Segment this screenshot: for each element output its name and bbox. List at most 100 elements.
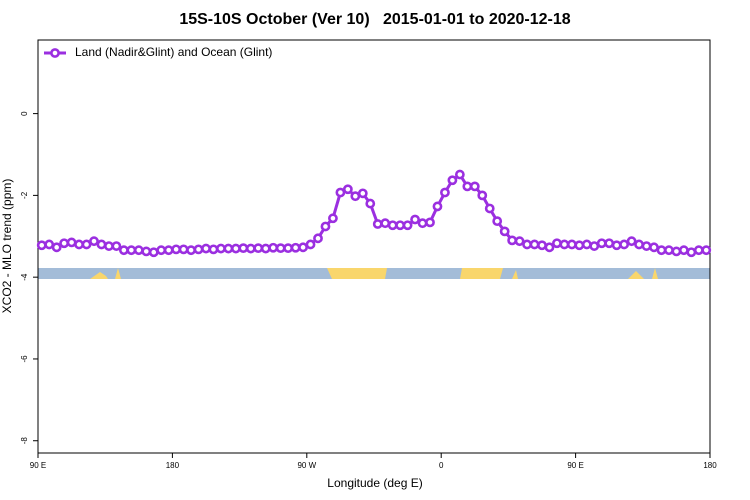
x-axis-label: Longitude (deg E) <box>327 476 422 490</box>
y-tick-label: 0 <box>20 111 29 116</box>
data-point <box>335 187 346 198</box>
data-point <box>581 239 592 250</box>
data-point <box>469 181 480 192</box>
data-point <box>163 245 174 256</box>
data-point <box>596 238 607 249</box>
data-point <box>417 218 428 229</box>
data-point <box>619 239 630 250</box>
data-point <box>268 242 279 253</box>
land <box>460 268 503 279</box>
y-tick-label: -2 <box>20 191 29 199</box>
x-tick-label: 90 W <box>297 461 316 470</box>
data-point <box>664 245 674 256</box>
land <box>115 268 121 279</box>
data-point <box>574 240 585 251</box>
data-point <box>678 245 689 256</box>
data-point <box>104 241 114 251</box>
data-point <box>223 243 234 254</box>
data-point <box>641 241 652 251</box>
data-point <box>342 184 353 195</box>
data-point <box>193 244 204 255</box>
data-point <box>260 243 271 254</box>
land <box>90 272 108 279</box>
data-point <box>283 243 294 254</box>
land <box>327 268 387 279</box>
data-point <box>522 239 532 250</box>
data-point <box>552 238 562 249</box>
data-point <box>537 240 547 251</box>
legend-marker <box>50 48 60 58</box>
data-point <box>357 188 368 199</box>
data-point <box>410 214 420 225</box>
data-point <box>156 245 167 256</box>
y-tick-label: -8 <box>20 437 29 445</box>
data-point <box>81 239 92 250</box>
data-point <box>559 239 570 250</box>
data-point <box>365 198 376 209</box>
data-point <box>178 244 189 255</box>
data-point <box>507 235 518 246</box>
data-point <box>201 243 211 254</box>
data-point <box>514 236 525 247</box>
data-point <box>484 203 495 214</box>
data-point <box>544 242 555 253</box>
x-tick-label: 180 <box>703 461 717 470</box>
data-point <box>216 243 226 254</box>
data-point <box>141 246 152 257</box>
data-point <box>686 247 697 258</box>
data-point <box>133 245 144 256</box>
chart-title: 15S-10S October (Ver 10) 2015-01-01 to 2… <box>179 11 570 28</box>
data-point <box>649 242 659 253</box>
data-point <box>402 220 413 231</box>
data-point <box>290 242 301 253</box>
data-point <box>298 242 308 253</box>
data-point <box>66 237 77 248</box>
data-point <box>313 233 323 244</box>
data-point <box>171 244 182 255</box>
data-point <box>230 243 241 254</box>
data-point <box>701 245 712 256</box>
x-tick-label: 0 <box>439 461 444 470</box>
data-point <box>432 201 443 212</box>
data-point <box>477 190 488 201</box>
x-tick-label: 90 E <box>567 461 583 470</box>
data-point <box>186 245 196 256</box>
y-tick-label: -4 <box>20 273 29 281</box>
data-point <box>634 239 644 250</box>
x-tick-label: 90 E <box>30 461 46 470</box>
data-point <box>656 245 667 256</box>
land <box>652 268 658 279</box>
data-point <box>89 236 99 247</box>
legend-label: Land (Nadir&Glint) and Ocean (Glint) <box>75 45 272 59</box>
data-point <box>320 221 331 232</box>
data-point <box>626 236 637 247</box>
land <box>628 271 644 279</box>
data-point <box>111 241 122 251</box>
x-tick-label: 180 <box>166 461 180 470</box>
data-point <box>671 246 682 257</box>
data-point <box>387 220 398 231</box>
data-point <box>51 242 62 253</box>
data-point <box>305 239 316 250</box>
data-point <box>425 217 435 228</box>
data-point <box>328 213 338 224</box>
data-point <box>372 219 383 229</box>
land-ocean-strip <box>38 268 710 279</box>
data-point <box>148 247 159 258</box>
data-point <box>693 245 704 256</box>
data-point <box>380 218 391 229</box>
data-point <box>275 243 286 254</box>
y-axis-label: XCO2 - MLO trend (ppm) <box>0 179 14 314</box>
data-point <box>611 240 622 251</box>
data-point <box>96 239 107 250</box>
data-point <box>253 243 264 254</box>
data-point <box>604 238 615 249</box>
data-point <box>499 226 510 237</box>
data-point <box>395 220 406 231</box>
data-point <box>36 240 47 251</box>
data-point <box>59 238 70 249</box>
data-point <box>529 239 540 250</box>
land <box>512 270 518 279</box>
